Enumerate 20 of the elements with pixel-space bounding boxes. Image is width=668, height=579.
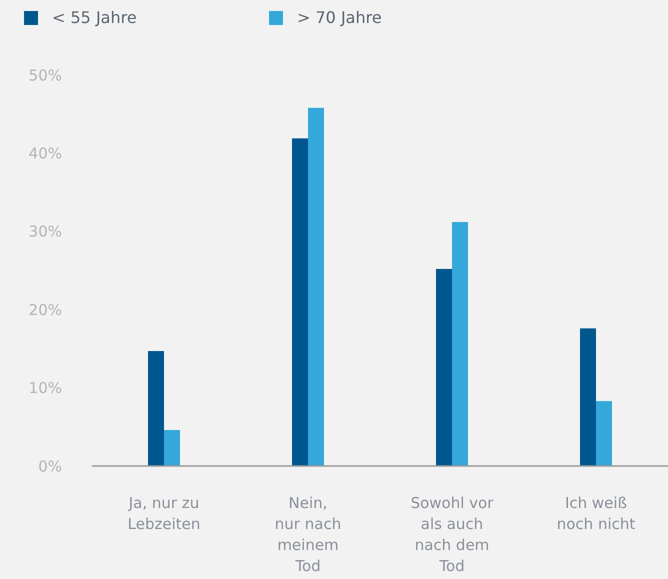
bar xyxy=(596,401,612,466)
bar xyxy=(292,138,308,466)
x-tick-label: Sowohl vor als auch nach dem Tod xyxy=(410,494,494,575)
y-tick-label: 30% xyxy=(28,222,62,241)
y-tick-label: 0% xyxy=(38,457,62,476)
y-tick-label: 40% xyxy=(28,144,62,162)
bar xyxy=(148,351,164,466)
legend-label: > 70 Jahre xyxy=(297,8,382,27)
y-tick-label: 50% xyxy=(28,66,62,84)
bar xyxy=(436,268,452,466)
bar xyxy=(580,328,596,466)
x-tick-label: Ich weiß noch nicht xyxy=(556,494,636,533)
y-tick-label: 10% xyxy=(28,379,62,398)
bar xyxy=(452,222,468,466)
bar xyxy=(308,108,324,466)
legend-label: < 55 Jahre xyxy=(52,8,137,27)
y-tick-label: 20% xyxy=(28,300,62,319)
bar xyxy=(164,430,180,466)
x-tick-label: Ja, nur zu Lebzeiten xyxy=(128,494,200,533)
x-tick-label: Nein, nur nach meinem Tod xyxy=(274,494,342,575)
